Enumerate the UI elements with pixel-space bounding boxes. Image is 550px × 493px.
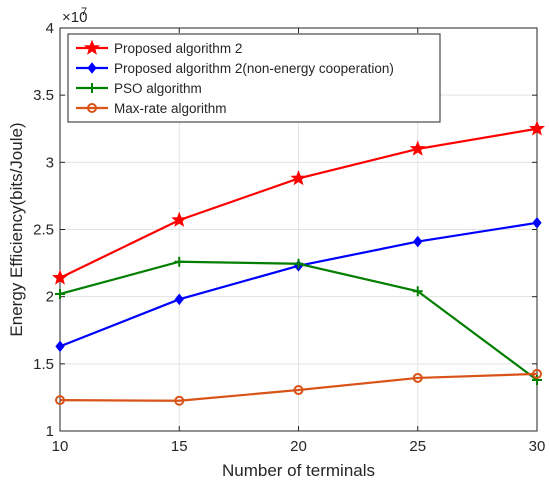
data-point [52,269,68,285]
x-tick-label: 30 [529,438,546,455]
legend-item: PSO algorithm [76,81,202,96]
y-multiplier-label: ×10 [62,9,87,26]
data-point [413,235,423,248]
y-axis-title: Energy Efficiency(bits/Joule) [7,122,26,336]
data-point [529,120,545,136]
x-axis-title: Number of terminals [222,461,375,480]
x-tick-label: 15 [171,438,188,455]
y-tick-label: 1 [46,423,54,440]
data-point [174,256,185,267]
data-point [174,293,184,306]
legend-box [67,33,441,123]
y-tick-label: 2 [46,289,54,306]
data-point [532,374,542,385]
y-multiplier-exponent: 7 [81,6,87,18]
data-point [412,372,423,383]
legend-marker [87,103,97,113]
data-point [532,216,542,229]
series-3 [55,368,542,406]
x-tick-label: 20 [290,438,307,455]
legend-item: Proposed algorithm 2 [76,39,242,56]
legend-label: Proposed algorithm 2 [114,41,242,56]
series-line [59,372,538,402]
legend-marker [84,39,100,55]
data-point [293,258,304,269]
data-point [171,211,188,227]
x-tick-label: 10 [52,438,69,455]
data-point [55,340,65,353]
legend: Proposed algorithm 2 Proposed algorithm 2… [67,33,441,123]
data-point [290,170,307,186]
data-point [409,140,426,156]
data-point [293,385,304,396]
data-point [55,288,65,299]
legend-label: PSO algorithm [114,81,202,96]
y-tick-label: 1.5 [33,356,54,373]
series-group [52,120,545,406]
legend-marker [87,83,97,93]
data-point [412,286,423,297]
data-point [55,395,65,406]
legend-label: Proposed algorithm 2(non-energy cooperat… [114,61,394,76]
legend-label: Max-rate algorithm [114,101,227,116]
series-2 [55,256,542,385]
legend-item: Max-rate algorithm [76,101,227,116]
data-point [174,395,185,406]
x-tick-label: 25 [409,438,426,455]
y-tick-label: 4 [46,20,54,37]
series-0 [52,120,545,285]
y-tick-label: 3 [46,154,54,171]
y-tick-label: 3.5 [33,87,54,104]
legend-item: Proposed algorithm 2(non-energy cooperat… [76,61,394,76]
axes: 10 15 20 25 30 1 1.5 2 2.5 3 3.5 4 ×107 Number of ter… [7,6,545,480]
y-tick-label: 2.5 [33,222,54,239]
legend-marker [87,62,97,74]
data-point [532,368,542,379]
